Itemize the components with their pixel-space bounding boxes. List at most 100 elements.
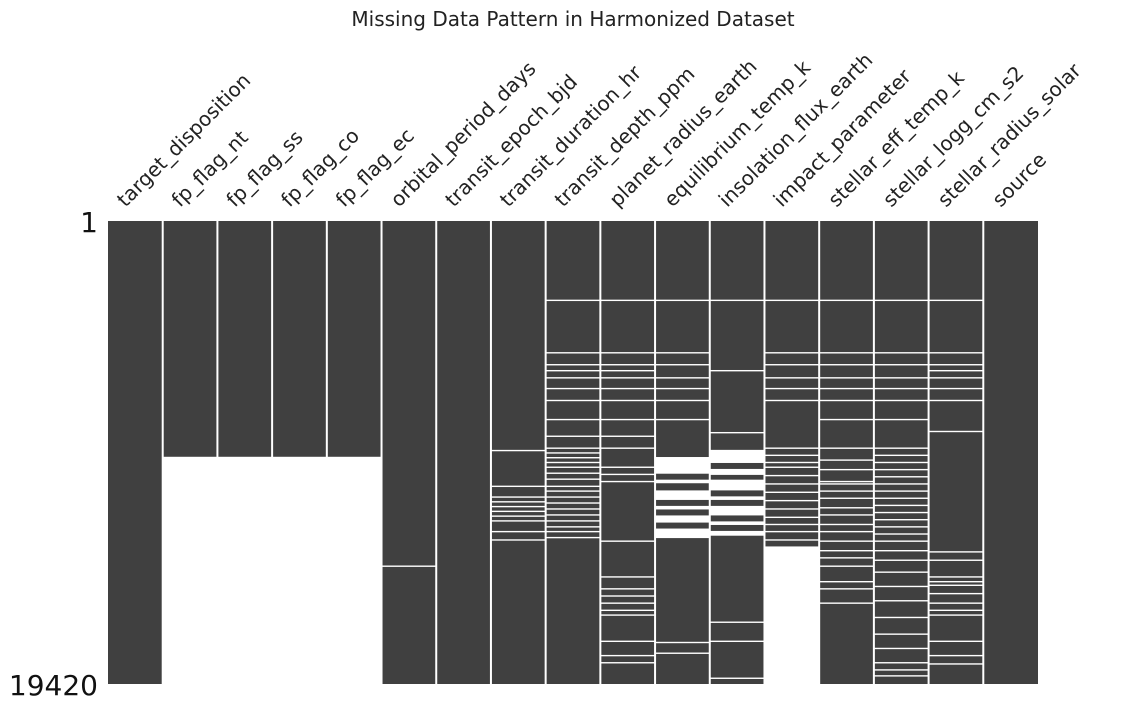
missing-segment — [764, 352, 820, 354]
missing-segment — [873, 504, 929, 507]
missing-segment — [709, 621, 765, 623]
missing-segment — [600, 640, 656, 643]
column-source — [983, 221, 1038, 684]
missing-segment — [545, 352, 601, 354]
missing-segment — [655, 479, 710, 484]
missing-segment — [709, 530, 765, 536]
missing-segment — [928, 399, 984, 402]
missing-segment — [764, 508, 820, 510]
column-transit_duration_hr — [490, 221, 546, 684]
missing-segment — [819, 377, 874, 379]
missing-segment — [873, 454, 929, 457]
missing-segment — [928, 663, 984, 665]
missing-segment — [873, 600, 929, 602]
missing-segment — [600, 480, 656, 483]
missing-segment — [655, 352, 710, 354]
missing-segment — [928, 559, 984, 561]
missing-segment — [873, 559, 929, 561]
missing-segment — [545, 447, 601, 449]
missing-segment — [819, 447, 874, 449]
missing-segment — [655, 490, 710, 500]
missing-segment — [928, 602, 984, 604]
missing-segment — [490, 539, 546, 541]
present-bar-transit_duration_hr — [490, 221, 546, 684]
missing-segment — [764, 447, 820, 449]
missing-segment — [709, 468, 765, 475]
matrix-columns — [108, 221, 1038, 684]
missing-segment — [545, 418, 601, 421]
missing-segment — [764, 474, 820, 477]
missing-segment — [819, 507, 874, 509]
missing-segment — [545, 399, 601, 402]
missing-segment — [545, 530, 601, 533]
missing-segment — [709, 505, 765, 516]
missing-segment — [490, 496, 546, 498]
missing-segment — [545, 496, 601, 498]
missing-segment — [545, 485, 601, 488]
missing-segment — [819, 550, 874, 552]
missing-segment — [928, 592, 984, 595]
missing-segment — [873, 616, 929, 619]
missing-segment — [272, 456, 327, 684]
column-fp_flag_co — [272, 221, 327, 684]
missing-segment — [709, 677, 765, 679]
missing-segment — [709, 479, 765, 491]
missing-segment — [490, 530, 546, 533]
missing-segment — [600, 418, 656, 421]
missing-segment — [326, 456, 382, 684]
missing-segment — [928, 609, 984, 612]
missing-segment — [819, 530, 874, 533]
row-label-top: 1 — [80, 206, 98, 239]
missing-segment — [600, 654, 656, 657]
missing-segment — [709, 449, 765, 463]
present-bar-stellar_radius_solar — [928, 221, 984, 684]
column-orbital_period_days — [381, 221, 437, 684]
missing-segment — [490, 510, 546, 513]
missing-segment — [873, 447, 929, 449]
missing-segment — [928, 576, 984, 578]
present-bar-planet_radius_earth — [600, 221, 656, 684]
missing-segment — [600, 473, 656, 476]
column-impact_parameter — [764, 221, 820, 684]
missing-segment — [600, 466, 656, 468]
missing-segment — [873, 526, 929, 528]
missing-segment — [545, 536, 601, 539]
missing-segment — [764, 299, 820, 302]
missing-segment — [490, 449, 546, 452]
missing-segment — [873, 633, 929, 635]
missing-segment — [819, 399, 874, 402]
missing-segment — [545, 299, 601, 302]
missing-segment — [600, 369, 656, 372]
missing-segment — [545, 387, 601, 390]
missing-segment — [873, 352, 929, 354]
missing-segment — [873, 418, 929, 421]
missing-segment — [764, 546, 820, 684]
missing-segment — [545, 364, 601, 366]
missing-segment — [545, 490, 601, 492]
missing-segment — [709, 431, 765, 434]
missing-segment — [819, 565, 874, 567]
missing-segment — [600, 447, 656, 449]
missing-segment — [819, 459, 874, 461]
missing-segment — [819, 387, 874, 390]
missing-segment — [600, 540, 656, 542]
missing-segment — [600, 595, 656, 597]
missing-segment — [545, 472, 601, 474]
missing-segment — [545, 478, 601, 480]
missing-segment — [873, 511, 929, 514]
missing-segment — [600, 609, 656, 612]
column-transit_depth_ppm — [545, 221, 601, 684]
column-planet_radius_earth — [600, 221, 656, 684]
missing-segment — [819, 480, 874, 483]
missing-segment — [545, 452, 601, 454]
missing-segment — [764, 461, 820, 464]
missing-segment — [819, 483, 874, 485]
missing-segment — [819, 514, 874, 516]
missing-segment — [873, 468, 929, 471]
missing-segment — [928, 654, 984, 657]
column-fp_flag_nt — [162, 221, 218, 684]
missing-segment — [873, 490, 929, 492]
missing-segment — [819, 540, 874, 542]
missing-segment — [655, 387, 710, 390]
